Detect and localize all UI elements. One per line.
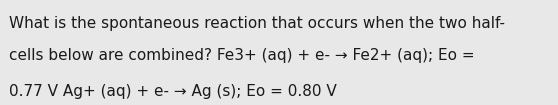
Text: 0.77 V Ag+ (aq) + e- → Ag (s); Eo = 0.80 V: 0.77 V Ag+ (aq) + e- → Ag (s); Eo = 0.80… xyxy=(9,84,336,99)
Text: What is the spontaneous reaction that occurs when the two half-: What is the spontaneous reaction that oc… xyxy=(9,16,505,31)
Text: cells below are combined? Fe3+ (aq) + e- → Fe2+ (aq); Eo =: cells below are combined? Fe3+ (aq) + e-… xyxy=(9,48,474,63)
